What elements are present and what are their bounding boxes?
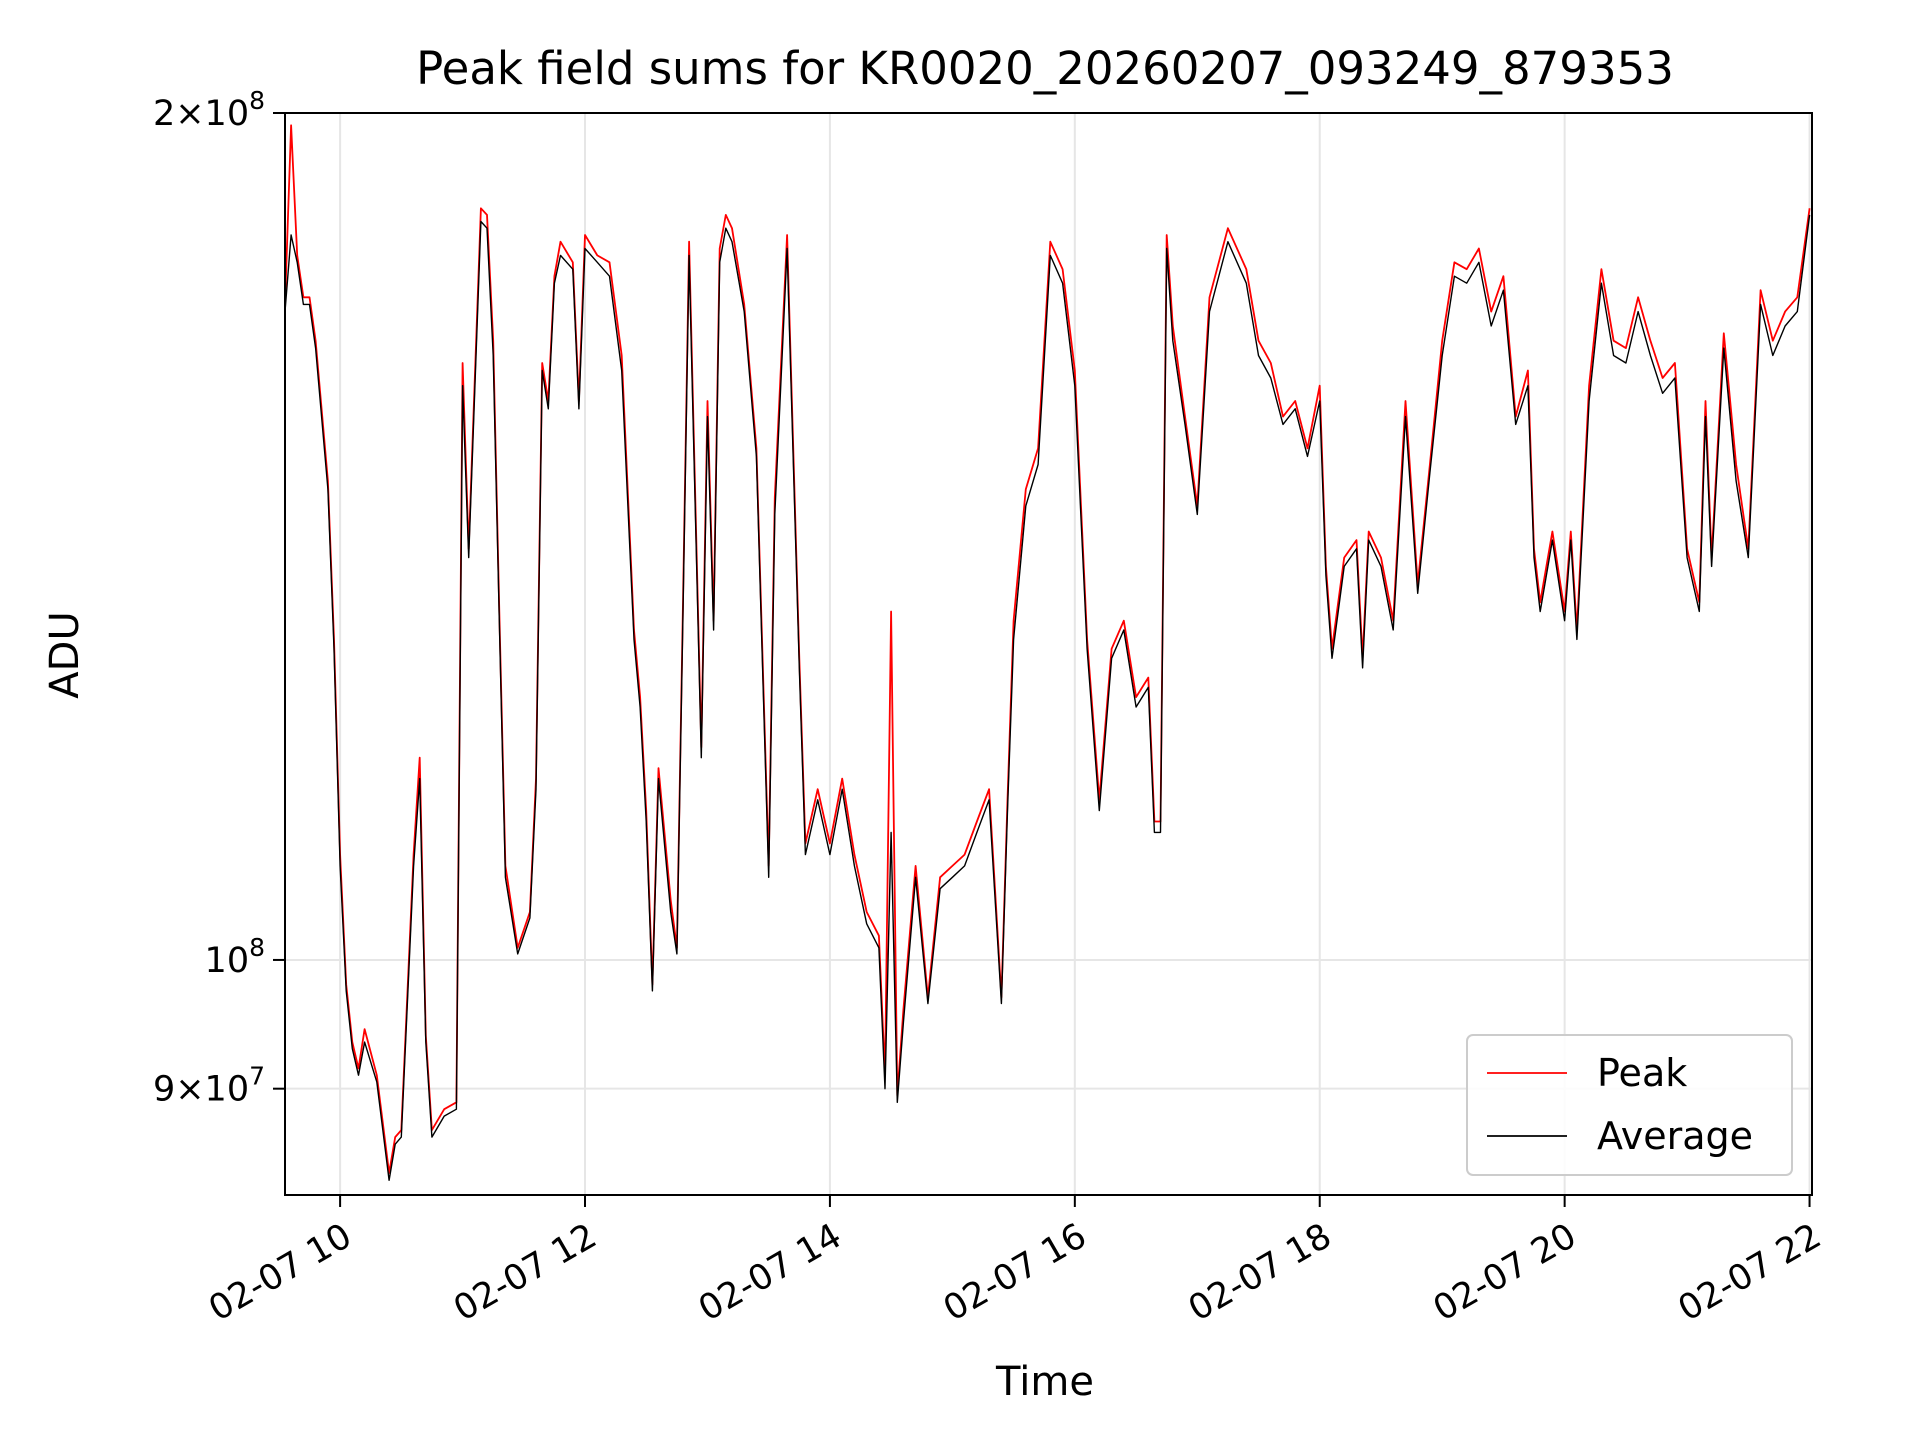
legend: Peak Average bbox=[1466, 1034, 1793, 1176]
y-tick-label: 108 bbox=[205, 933, 265, 981]
x-axis-label: Time bbox=[995, 1359, 1094, 1405]
y-axis-label: ADU bbox=[42, 611, 88, 698]
series-line-average bbox=[285, 214, 1811, 1181]
chart-title: Peak field sums for KR0020_20260207_0932… bbox=[416, 42, 1674, 95]
y-tick-label: 9×107 bbox=[153, 1062, 265, 1110]
series-layer bbox=[285, 124, 1811, 1181]
legend-box bbox=[1466, 1034, 1793, 1176]
legend-label-average: Average bbox=[1597, 1114, 1753, 1158]
legend-label-peak: Peak bbox=[1597, 1051, 1687, 1095]
plot-frame bbox=[284, 112, 1813, 1196]
y-tick-label: 2×108 bbox=[153, 86, 265, 134]
